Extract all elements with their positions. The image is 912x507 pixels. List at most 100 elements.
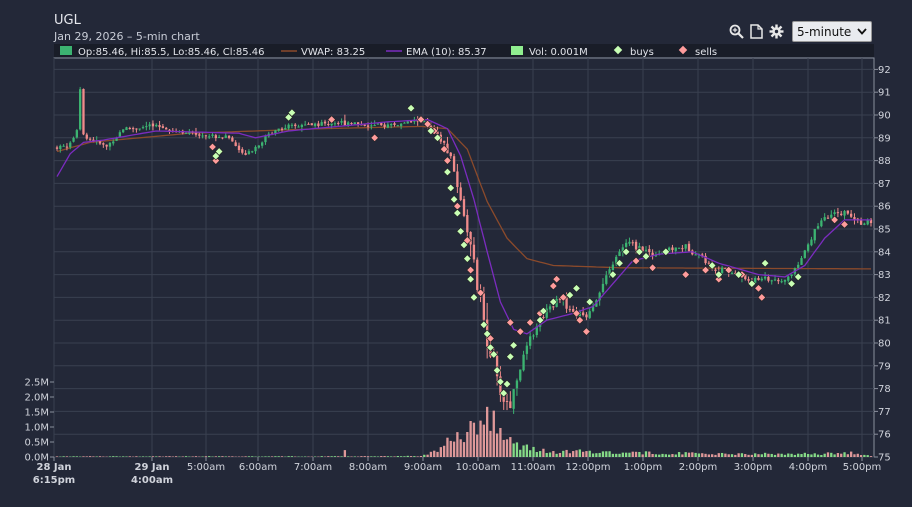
candle-body <box>757 277 760 281</box>
volume-tick-label: 2.0M <box>24 393 49 404</box>
time-tick-label: 6:00am <box>239 462 277 473</box>
candle-body <box>244 153 247 155</box>
candle-body <box>863 223 866 225</box>
candle-body <box>396 125 399 127</box>
ema-line <box>56 118 871 335</box>
volume-bar <box>449 440 452 457</box>
volume-bar <box>694 452 697 457</box>
candle-body <box>836 212 840 214</box>
volume-bar <box>608 451 611 457</box>
sell-marker <box>714 274 724 284</box>
candle-body <box>194 131 198 135</box>
volume-bar <box>770 453 773 457</box>
candle-body <box>337 122 340 124</box>
candle-body <box>677 247 681 249</box>
candle-body <box>204 135 208 137</box>
volume-bar <box>664 454 668 457</box>
candle-body <box>846 210 849 214</box>
price-axis: 75 76 77 78 79 80 81 82 83 84 85 86 87 88 89 90 91 92 <box>874 65 891 464</box>
buy-marker <box>433 133 442 143</box>
volume-bar <box>151 456 155 457</box>
candle-body <box>780 281 783 283</box>
candle-body <box>353 122 356 125</box>
volume-bar <box>747 454 750 457</box>
volume-bar <box>677 452 681 457</box>
candle-body <box>211 134 214 136</box>
candle-body <box>469 232 472 245</box>
candle-body <box>452 156 456 172</box>
volume-bar <box>737 453 740 457</box>
volume-bar <box>267 456 270 457</box>
volume-bar <box>499 427 502 457</box>
volume-bar <box>793 454 797 457</box>
sell-marker <box>754 284 763 293</box>
candle-body <box>423 121 426 123</box>
sell-marker <box>466 265 475 275</box>
candle-body <box>287 124 290 129</box>
candle-body <box>300 124 304 128</box>
time-tick-label: 28 Jan <box>37 462 72 473</box>
buy-marker <box>449 195 459 204</box>
buy-marker <box>608 270 618 279</box>
candle-body <box>131 128 135 130</box>
volume-bar <box>489 430 492 457</box>
volume-bar <box>717 453 720 457</box>
volume-bar <box>545 452 548 457</box>
timeframe-select[interactable]: 5-minute <box>792 21 872 42</box>
volume-bar <box>691 452 694 457</box>
volume-bar <box>75 456 79 457</box>
volume-bar <box>734 454 737 457</box>
time-tick-label-2: 4:00am <box>131 475 173 486</box>
candle-body <box>208 136 211 138</box>
volume-bar <box>459 439 462 457</box>
candle-body <box>849 213 853 217</box>
sell-marker <box>327 115 336 124</box>
candle-body <box>161 126 165 128</box>
volume-bar <box>88 456 92 457</box>
candle-body <box>102 143 105 145</box>
time-tick-label: 29 Jan <box>135 462 170 473</box>
volume-bar <box>724 453 727 457</box>
candle-body <box>251 151 254 153</box>
volume-bar <box>442 445 446 457</box>
buy-marker <box>499 388 508 398</box>
volume-bar <box>787 453 790 457</box>
candle-body <box>826 217 830 219</box>
sell-marker <box>681 270 690 279</box>
gear-icon[interactable] <box>768 24 784 40</box>
candle-body <box>88 138 92 140</box>
legend-vwap: VWAP: 83.25 <box>301 47 365 58</box>
time-tick-label-2: 6:15pm <box>33 475 75 486</box>
candle-body <box>264 135 267 143</box>
candle-body <box>340 121 343 123</box>
volume-bar <box>820 454 823 457</box>
candle-body <box>720 267 724 274</box>
buy-marker <box>585 297 594 307</box>
candle-body <box>472 244 476 260</box>
candle-body <box>853 217 856 220</box>
document-icon[interactable] <box>748 24 764 40</box>
candle-body <box>390 124 393 126</box>
volume-bar <box>204 456 208 457</box>
candle-body <box>221 137 224 139</box>
candle-body <box>330 123 333 126</box>
volume-bar <box>409 456 413 457</box>
volume-bar <box>591 453 595 457</box>
volume-bar <box>767 453 770 457</box>
volume-bar <box>618 453 621 457</box>
candle-body <box>687 243 691 252</box>
candle-body <box>806 244 810 251</box>
sell-marker <box>416 115 426 124</box>
volume-bar <box>191 456 194 457</box>
price-tick-label: 90 <box>878 111 891 122</box>
volume-bar <box>750 454 754 457</box>
candle-body <box>476 259 479 290</box>
buy-marker <box>426 126 436 136</box>
legend-ohlc: Op:85.46, Hi:85.5, Lo:85.46, Cl:85.46 <box>78 47 265 58</box>
buy-marker <box>535 315 545 325</box>
zoom-icon[interactable] <box>728 24 744 40</box>
candle-body <box>409 120 413 123</box>
price-tick-label: 81 <box>878 316 891 327</box>
chart-grid <box>53 57 875 458</box>
